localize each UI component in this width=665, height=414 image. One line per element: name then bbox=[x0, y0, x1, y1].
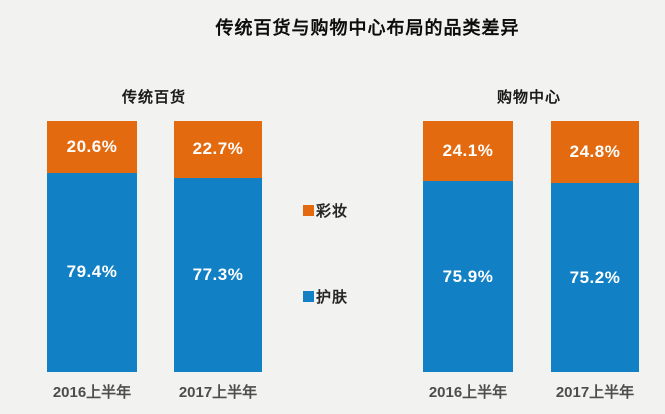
x-axis-label: 2017上半年 bbox=[555, 384, 635, 401]
legend-item-skincare: 护肤 bbox=[303, 286, 348, 307]
stacked-bar: 22.7% 77.3% bbox=[174, 121, 262, 372]
bar-segment-makeup: 22.7% bbox=[174, 121, 262, 178]
bar-segment-skincare: 75.9% bbox=[423, 181, 513, 372]
legend-label: 护肤 bbox=[316, 289, 349, 306]
bar-segment-makeup: 20.6% bbox=[47, 121, 137, 173]
legend-swatch-skincare-icon bbox=[303, 291, 314, 302]
bar-segment-makeup: 24.8% bbox=[551, 121, 639, 184]
segment-value-label: 75.9% bbox=[442, 266, 494, 286]
legend-label: 彩妆 bbox=[316, 203, 349, 220]
bar-segment-skincare: 75.2% bbox=[551, 183, 639, 372]
x-axis-label: 2017上半年 bbox=[178, 384, 258, 401]
legend-swatch-makeup-icon bbox=[303, 205, 314, 216]
x-axis-label: 2016上半年 bbox=[52, 384, 132, 401]
segment-value-label: 79.4% bbox=[66, 262, 118, 282]
segment-value-label: 24.1% bbox=[442, 141, 494, 161]
stacked-bar: 24.1% 75.9% bbox=[423, 121, 513, 372]
group-label-department-store: 传统百货 bbox=[121, 89, 186, 106]
stacked-bar: 24.8% 75.2% bbox=[551, 121, 639, 372]
bar-segment-makeup: 24.1% bbox=[423, 121, 513, 182]
stacked-bar: 20.6% 79.4% bbox=[47, 121, 137, 372]
segment-value-label: 77.3% bbox=[192, 264, 244, 284]
legend-item-makeup: 彩妆 bbox=[303, 200, 348, 221]
x-axis-label: 2016上半年 bbox=[428, 384, 508, 401]
group-label-shopping-mall: 购物中心 bbox=[496, 89, 561, 106]
bar-segment-skincare: 77.3% bbox=[174, 177, 262, 372]
segment-value-label: 24.8% bbox=[569, 142, 621, 162]
bar-segment-skincare: 79.4% bbox=[47, 172, 137, 372]
segment-value-label: 22.7% bbox=[192, 139, 244, 159]
segment-value-label: 75.2% bbox=[569, 267, 621, 287]
chart-title: 传统百货与购物中心布局的品类差异 bbox=[215, 18, 520, 38]
segment-value-label: 20.6% bbox=[66, 136, 118, 156]
